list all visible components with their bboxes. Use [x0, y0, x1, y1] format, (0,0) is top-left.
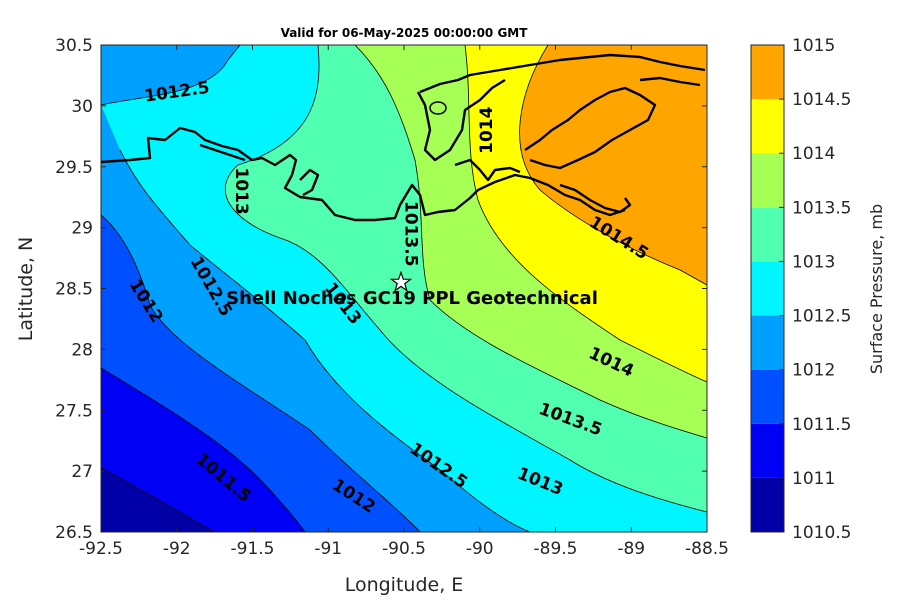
band-1014.5	[519, 45, 707, 285]
colorbar-tick-label: 1014	[792, 144, 835, 164]
colorbar-swatch	[751, 99, 784, 154]
y-tick-label: 27	[71, 462, 93, 482]
x-tick-label: -90.5	[382, 539, 426, 559]
colorbar-tick-label: 1013.5	[792, 198, 851, 218]
colorbar-tick-label: 1014.5	[792, 90, 851, 110]
colorbar-label: Surface Pressure, mb	[867, 204, 886, 374]
colorbar-tick-label: 1011.5	[792, 415, 851, 435]
x-axis-label: Longitude, E	[345, 574, 464, 596]
colorbar-swatch	[751, 423, 784, 478]
y-axis-label: Latitude, N	[15, 237, 37, 342]
contour-label: 1013	[231, 167, 251, 214]
colorbar-swatch	[751, 45, 784, 100]
x-tick-label: -92	[163, 539, 191, 559]
contour-lines	[101, 45, 707, 532]
x-tick-label: -92.5	[79, 539, 123, 559]
site-star-icon	[389, 270, 413, 292]
colorbar-tick-label: 1011	[792, 469, 835, 489]
contour-label: 1014	[477, 106, 497, 153]
x-tick-label: -91.5	[231, 539, 275, 559]
x-tick-label: -90	[466, 539, 494, 559]
y-tick-label: 28.5	[55, 280, 93, 300]
x-tick-label: -88.5	[685, 539, 729, 559]
y-tick-label: 26.5	[55, 523, 93, 543]
contour-label: 1013.5	[401, 201, 421, 267]
colorbar-swatch	[751, 261, 784, 316]
site-label: Shell Noches GC19 PPL Geotechnical	[226, 288, 598, 309]
y-axis: 30.5 30 29.5 29 28.5 28 27.5 27 26.5	[55, 36, 707, 543]
coastline	[101, 53, 706, 222]
y-tick-label: 27.5	[55, 401, 93, 421]
x-tick-label: -91	[314, 539, 342, 559]
colorbar-swatch	[751, 477, 784, 532]
colorbar-tick-label: 1012	[792, 361, 835, 381]
lake-pontchartrain	[429, 101, 447, 115]
colorbar: 1010.5 1011 1011.5 1012 1012.5 1013 1013.5 1014…	[750, 36, 851, 543]
y-tick-label: 29.5	[55, 158, 93, 178]
colorbar-frame	[750, 44, 785, 533]
colorbar-tick-label: 1013	[792, 252, 835, 272]
colorbar-swatch	[751, 153, 784, 208]
y-tick-label: 30	[71, 97, 93, 117]
x-axis: -92.5 -92 -91.5 -91 -90.5 -90 -89.5 -89 -88.5	[79, 45, 729, 559]
chart-title: Valid for 06-May-2025 00:00:00 GMT	[281, 26, 529, 40]
y-tick-label: 29	[71, 219, 93, 239]
colorbar-swatch	[751, 207, 784, 262]
colorbar-swatch	[751, 369, 784, 424]
colorbar-swatch	[751, 315, 784, 370]
site-marker: Shell Noches GC19 PPL Geotechnical	[226, 270, 598, 309]
colorbar-tick-label: 1010.5	[792, 523, 851, 543]
x-tick-label: -89	[617, 539, 645, 559]
colorbar-tick-label: 1012.5	[792, 307, 851, 327]
y-tick-label: 30.5	[55, 36, 93, 56]
x-tick-label: -89.5	[534, 539, 578, 559]
colorbar-tick-label: 1015	[792, 36, 835, 56]
y-tick-label: 28	[71, 340, 93, 360]
